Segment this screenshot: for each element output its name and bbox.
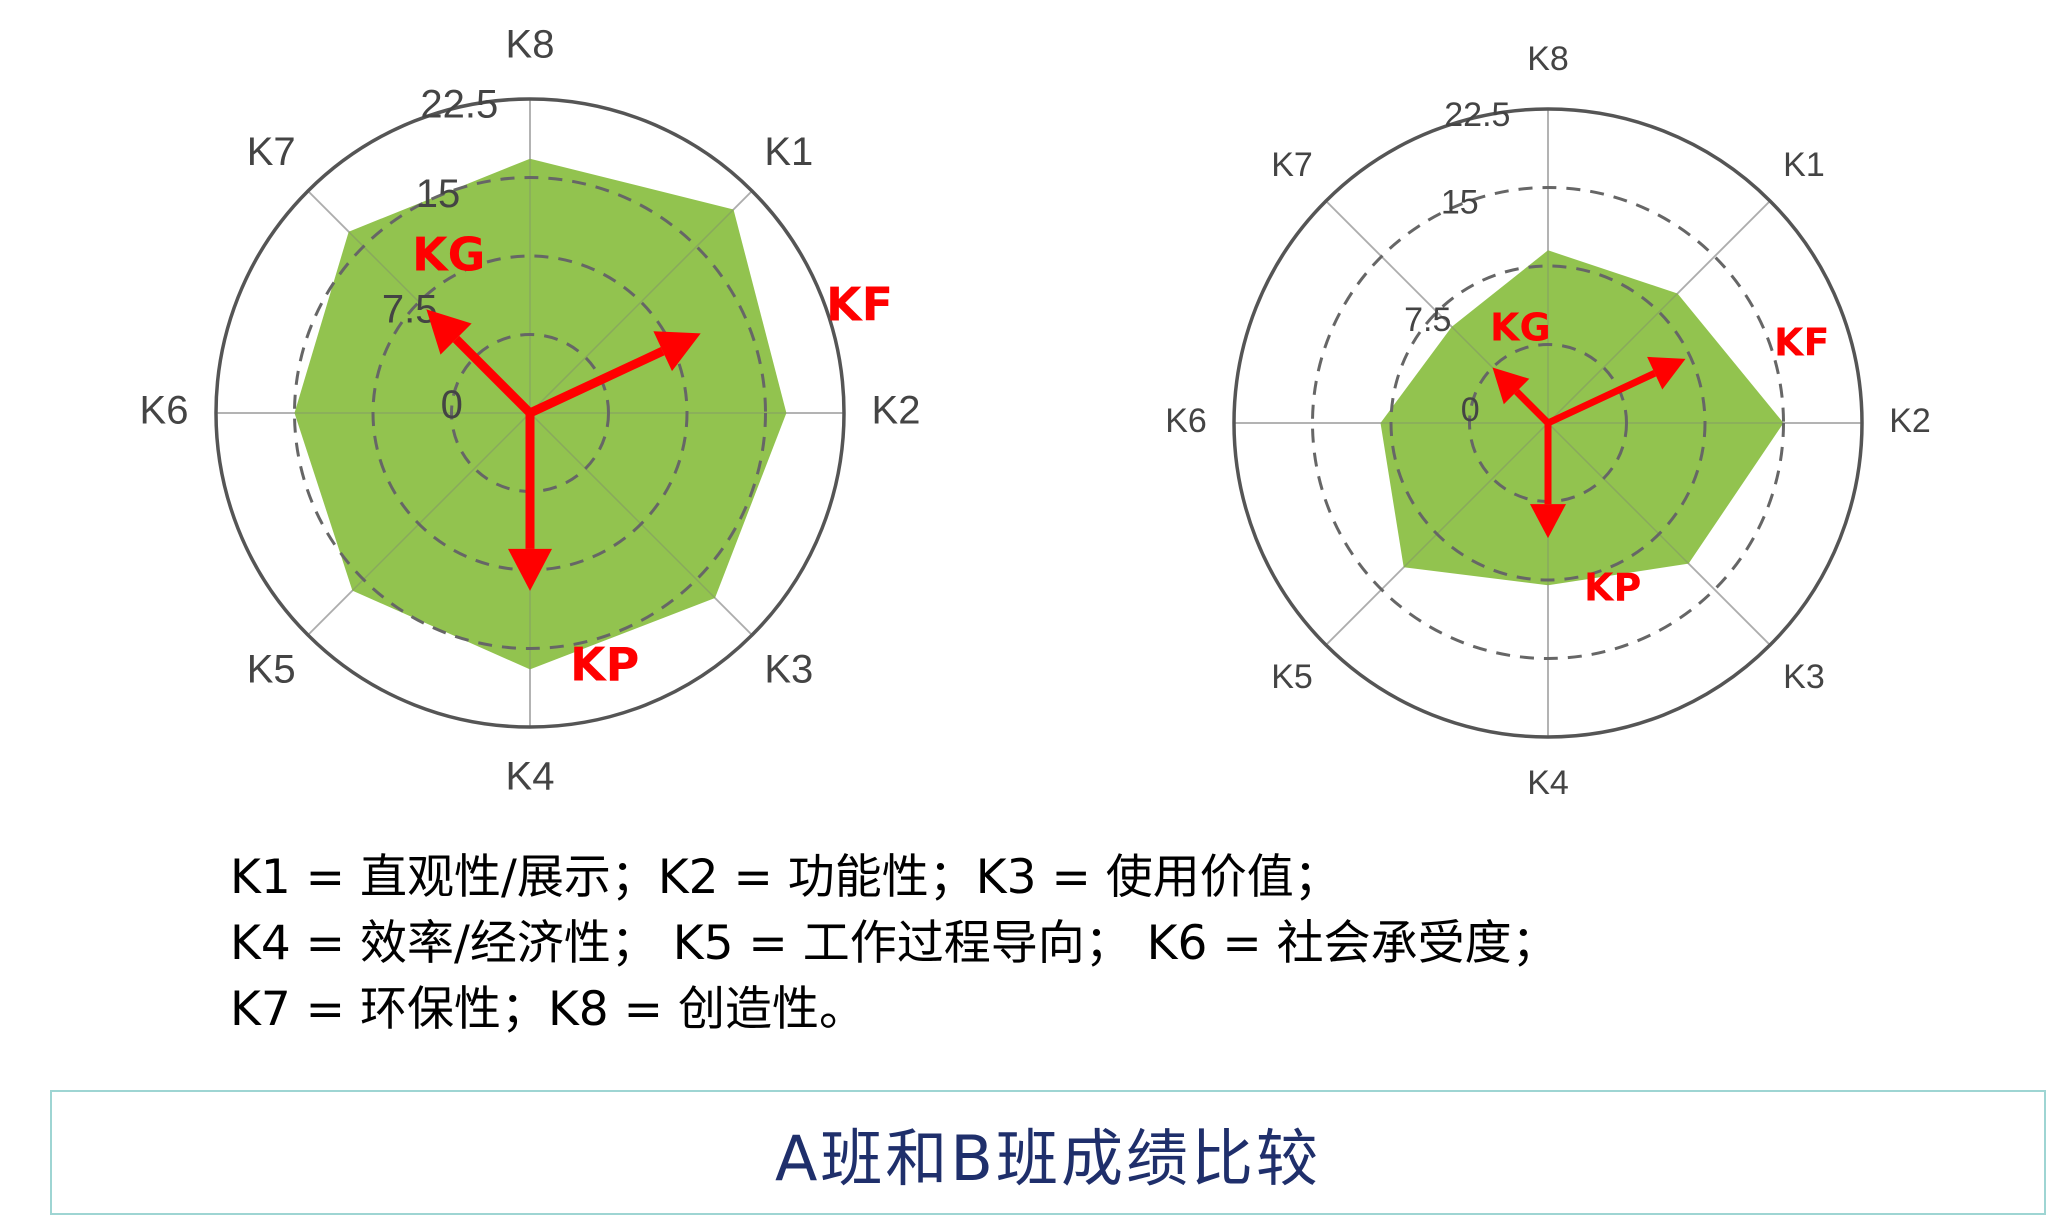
axis-label-K5: K5	[1271, 658, 1313, 696]
vector-head-KF	[1647, 356, 1686, 390]
axis-label-K1: K1	[1783, 146, 1825, 184]
legend-line-1: K1 = 直观性/展示；K2 = 功能性；K3 = 使用价值；	[230, 850, 1341, 905]
radial-tick-label: 0	[441, 383, 463, 427]
axis-label-K1: K1	[764, 130, 813, 174]
axis-label-K6: K6	[1165, 402, 1207, 440]
radial-tick-label: 15	[416, 172, 461, 216]
vector-head-KP	[508, 548, 552, 591]
vector-head-KF	[653, 331, 701, 372]
axis-label-K4: K4	[1527, 764, 1569, 802]
vector-label-KG: KG	[412, 228, 485, 282]
caption-title: A班和B班成绩比较	[775, 1121, 1321, 1195]
vector-head-KP	[1530, 504, 1566, 539]
outer-circle	[1232, 107, 1864, 739]
radial-tick-label: 15	[1441, 184, 1479, 222]
caption-box: A班和B班成绩比较	[50, 1090, 2046, 1215]
data-area	[294, 158, 787, 670]
vector-label-KP: KP	[570, 638, 639, 692]
vector-line-KG	[452, 335, 534, 417]
vector-line-KF	[1546, 370, 1657, 427]
axis-label-K4: K4	[506, 755, 555, 799]
axis-label-K5: K5	[247, 647, 296, 691]
axis-label-K2: K2	[872, 389, 921, 433]
axis-label-K2: K2	[1889, 402, 1931, 440]
axis-label-K3: K3	[1783, 658, 1825, 696]
outer-circle	[214, 97, 846, 729]
spoke-overlay-K1	[1547, 200, 1771, 424]
vector-label-KF: KF	[1774, 321, 1829, 365]
radial-tick-label: 22.5	[1444, 96, 1510, 134]
vector-label-KP: KP	[1584, 566, 1641, 610]
axis-label-K8: K8	[506, 23, 555, 67]
axis-label-K7: K7	[1271, 146, 1313, 184]
axis-label-K7: K7	[247, 130, 296, 174]
axis-label-K3: K3	[764, 647, 813, 691]
vector-label-KG: KG	[1490, 306, 1551, 350]
radar-charts: 0 7.5 15 22.5 K1 K2 K3 K4 K5 K6 K7 K8 KF KG KP 0 7.5 15 22…	[140, 23, 1931, 802]
vector-line-KF	[528, 347, 665, 418]
grid-circle	[1389, 264, 1707, 582]
vector-label-KF: KF	[826, 278, 893, 332]
radial-tick-label: 7.5	[1404, 301, 1451, 339]
axis-label-K6: K6	[140, 389, 189, 433]
vector-head-KG	[426, 309, 472, 355]
vector-line-KG	[1514, 389, 1551, 426]
legend-line-2: K4 = 效率/经济性； K5 = 工作过程导向； K6 = 社会承受度；	[230, 916, 1559, 971]
legend-line-3: K7 = 环保性；K8 = 创造性。	[230, 982, 866, 1037]
axis-label-K8: K8	[1527, 40, 1569, 78]
grid-circle	[1311, 186, 1785, 660]
radar-chart-a: 0 7.5 15 22.5 K1 K2 K3 K4 K5 K6 K7 K8 KF KG KP	[140, 23, 921, 799]
radial-tick-label: 7.5	[382, 288, 438, 332]
axis-legend: K1 = 直观性/展示；K2 = 功能性；K3 = 使用价值； K4 = 效率/…	[230, 845, 1830, 1043]
radial-tick-label: 22.5	[420, 83, 498, 127]
radial-tick-label: 0	[1461, 391, 1480, 429]
radar-chart-b: 0 7.5 15 22.5 K1 K2 K3 K4 K5 K6 K7 K8 KF KG KP	[1165, 40, 1931, 802]
grid-circle	[293, 176, 767, 650]
vector-head-KG	[1492, 367, 1530, 405]
spoke-overlay-K1	[529, 190, 753, 414]
